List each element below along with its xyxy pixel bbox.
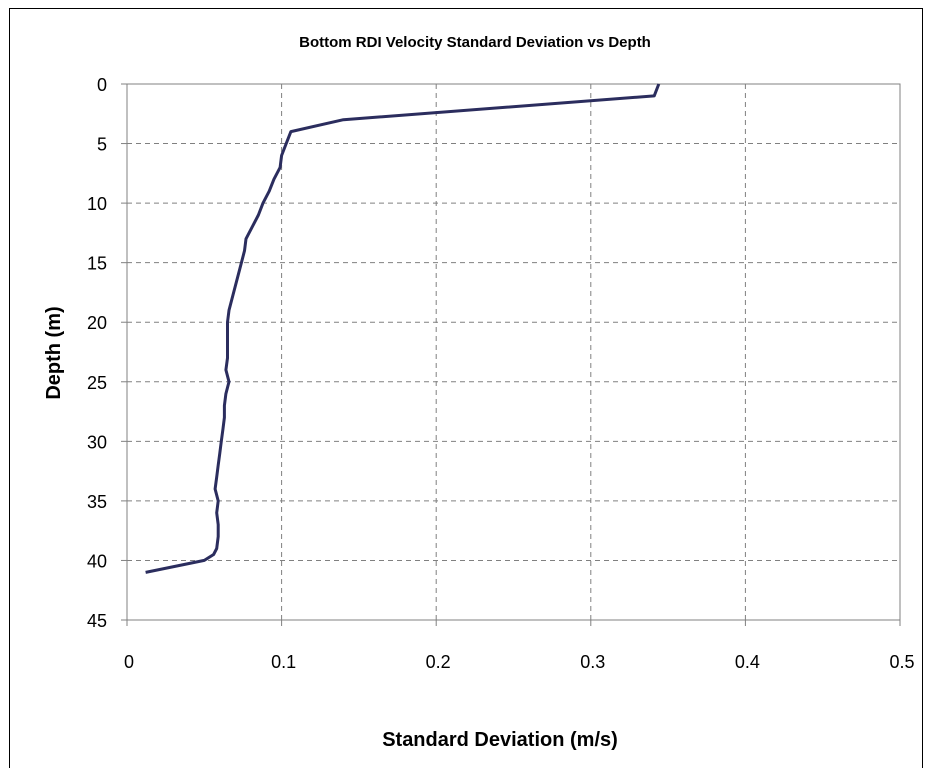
x-tick-label: 0.5 bbox=[889, 652, 914, 672]
x-tick-label: 0.2 bbox=[426, 652, 451, 672]
y-tick-label: 40 bbox=[87, 551, 107, 571]
y-tick-label: 5 bbox=[97, 135, 107, 155]
x-tick-label: 0.1 bbox=[271, 652, 296, 672]
chart-frame bbox=[9, 8, 923, 768]
gridlines bbox=[127, 84, 900, 620]
y-tick-label: 10 bbox=[87, 194, 107, 214]
x-tick-label: 0 bbox=[124, 652, 134, 672]
plot-area-border bbox=[126, 83, 901, 621]
y-tick-label: 0 bbox=[97, 75, 107, 95]
x-axis-ticks: 0 0.1 0.2 0.3 0.4 0.5 bbox=[124, 620, 915, 672]
x-axis-label: Standard Deviation (m/s) bbox=[382, 729, 618, 751]
y-tick-label: 45 bbox=[87, 611, 107, 631]
series-line bbox=[145, 83, 661, 574]
y-axis-ticks: 0 5 10 15 20 25 30 35 40 45 bbox=[87, 75, 127, 631]
y-tick-label: 15 bbox=[87, 254, 107, 274]
x-tick-label: 0.3 bbox=[580, 652, 605, 672]
x-tick-label: 0.4 bbox=[735, 652, 760, 672]
data-series bbox=[145, 83, 661, 574]
y-tick-label: 35 bbox=[87, 492, 107, 512]
y-axis-label: Depth (m) bbox=[43, 306, 65, 399]
chart-title: Bottom RDI Velocity Standard Deviation v… bbox=[299, 34, 651, 51]
y-tick-label: 25 bbox=[87, 373, 107, 393]
y-tick-label: 20 bbox=[87, 313, 107, 333]
y-tick-label: 30 bbox=[87, 432, 107, 452]
